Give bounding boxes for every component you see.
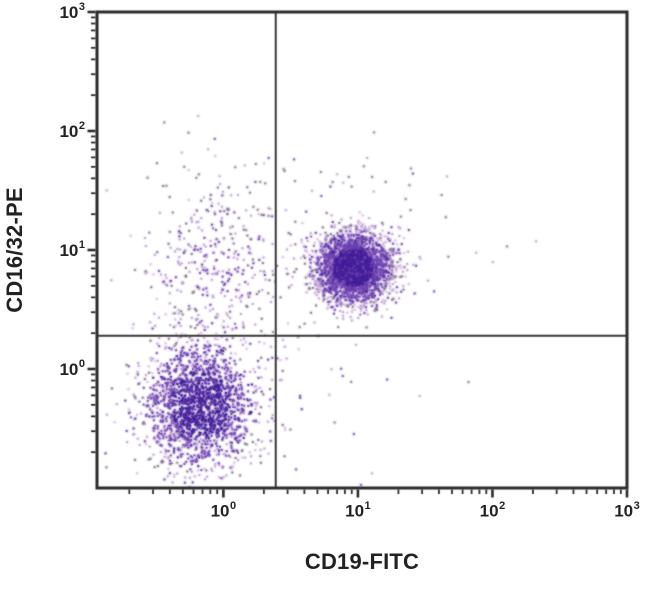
x-tick-label-10e2: 102	[479, 500, 506, 521]
y-tick-label-10e0: 100	[59, 358, 85, 379]
y-tick-label-10e2: 102	[59, 120, 85, 141]
x-axis-title: CD19-FITC	[304, 549, 420, 574]
y-tick-label-10e1: 101	[59, 239, 85, 260]
y-tick-label-10e3: 103	[59, 1, 85, 22]
x-tick-label-10e1: 101	[345, 500, 371, 521]
y-axis-title: CD16/32-PE	[2, 187, 27, 313]
x-tick-label-10e0: 100	[210, 500, 237, 521]
x-tick-label-10e3: 103	[614, 500, 640, 521]
